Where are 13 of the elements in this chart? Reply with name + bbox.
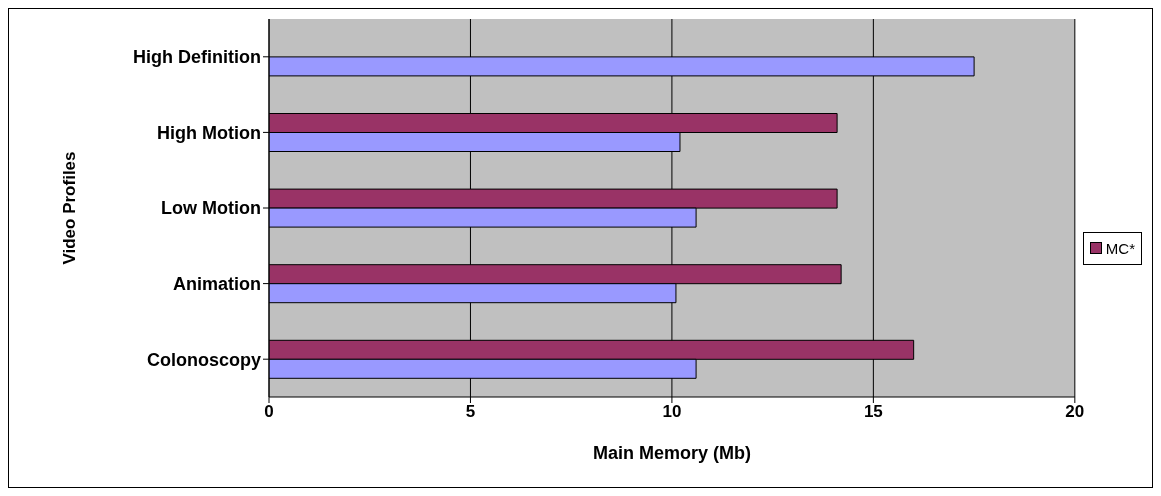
legend-label: MC* bbox=[1105, 239, 1135, 257]
y-tick-label: Low Motion bbox=[161, 198, 261, 219]
x-tick-label: 15 bbox=[863, 402, 883, 422]
x-axis-title: Main Memory (Mb) bbox=[592, 443, 751, 463]
y-tick-label: Colonoscopy bbox=[146, 349, 261, 370]
x-tick-label: 20 bbox=[1065, 402, 1085, 422]
x-tick-label: 10 bbox=[662, 402, 682, 422]
y-axis-title: Video Profiles bbox=[60, 151, 80, 265]
y-tick-label: High Definition bbox=[133, 47, 261, 68]
x-tick-label: 5 bbox=[465, 402, 476, 422]
x-tick-label: 0 bbox=[264, 402, 274, 422]
y-tick-label: Animation bbox=[173, 273, 261, 294]
y-tick-label: High Motion bbox=[157, 122, 261, 143]
